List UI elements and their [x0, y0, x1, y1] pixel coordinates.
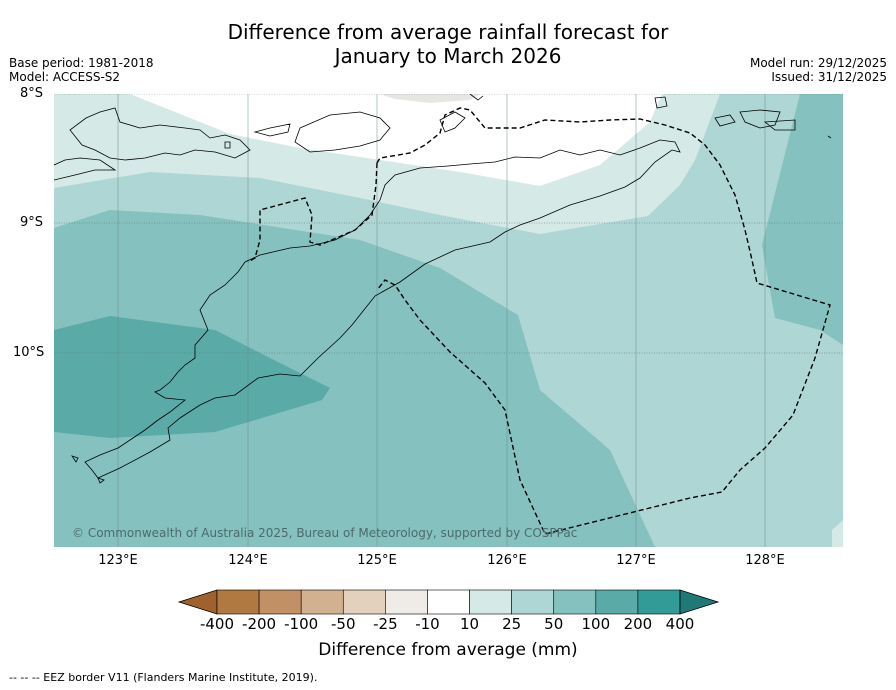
- colorbar-tick-label: -200: [242, 615, 277, 633]
- colorbar-swatch: [511, 589, 555, 615]
- colorbar-swatch: [427, 589, 470, 615]
- lat-label-10s: 10°S: [13, 345, 45, 360]
- lon-label-126e: 126°E: [487, 553, 527, 568]
- region-near-normal: [130, 94, 662, 186]
- title-line-1: Difference from average rainfall forecas…: [227, 20, 669, 44]
- colorbar-extend-low: [177, 589, 218, 615]
- colorbar-tick-label: -400: [199, 615, 235, 633]
- lon-label-123e: 123°E: [98, 553, 138, 568]
- meta-right: Model run: 29/12/2025 Issued: 31/12/2025: [750, 56, 887, 84]
- eez-legend-note: -- -- -- EEZ border V11 (Flanders Marine…: [9, 671, 318, 684]
- colorbar-tick-label: -25: [373, 615, 398, 633]
- colorbar: [177, 589, 720, 615]
- copyright-notice: © Commonwealth of Australia 2025, Bureau…: [72, 526, 578, 540]
- colorbar-extend-high: [679, 589, 720, 615]
- colorbar-tick-label: -50: [331, 615, 356, 633]
- lon-label-128e: 128°E: [745, 553, 785, 568]
- region-minus-10: [380, 94, 480, 103]
- issued-date: Issued: 31/12/2025: [771, 70, 887, 84]
- colorbar-tick-label: 50: [544, 615, 564, 633]
- colorbar-title: Difference from average (mm): [318, 640, 578, 660]
- colorbar-tick-label: 10: [459, 615, 480, 633]
- colorbar-tick-label: -10: [415, 615, 440, 633]
- meta-left: Base period: 1981-2018 Model: ACCESS-S2: [9, 56, 154, 84]
- chart-title: Difference from average rainfall forecas…: [0, 20, 896, 68]
- colorbar-tick-label: 200: [623, 615, 653, 633]
- region-100-200: [54, 316, 330, 438]
- lon-label-124e: 124°E: [228, 553, 268, 568]
- colorbar-swatch: [385, 589, 428, 615]
- model-name: Model: ACCESS-S2: [9, 70, 121, 84]
- colorbar-tick-label: 400: [665, 615, 695, 633]
- region-50-100-east: [762, 94, 843, 345]
- colorbar-tick-label: 100: [581, 615, 611, 633]
- lat-label-9s: 9°S: [20, 215, 44, 230]
- colorbar-swatch: [553, 589, 597, 615]
- title-line-2: January to March 2026: [334, 44, 562, 68]
- colorbar-swatch: [216, 589, 260, 615]
- region-corner: [832, 520, 843, 547]
- colorbar-swatch: [342, 589, 386, 615]
- colorbar-tick-label: 25: [502, 615, 522, 633]
- colorbar-swatch: [637, 589, 681, 615]
- lat-label-8s: 8°S: [20, 86, 44, 101]
- rainfall-field: [54, 94, 843, 547]
- colorbar-swatch: [300, 589, 344, 615]
- colorbar-swatch: [595, 589, 639, 615]
- lon-label-125e: 125°E: [357, 553, 397, 568]
- model-run: Model run: 29/12/2025: [749, 56, 887, 70]
- colorbar-swatch: [469, 589, 512, 615]
- lon-label-127e: 127°E: [616, 553, 656, 568]
- eez-border: [247, 107, 831, 535]
- colorbar-swatch: [258, 589, 302, 615]
- coastline: [54, 94, 832, 484]
- base-period: Base period: 1981-2018: [9, 56, 154, 70]
- colorbar-tick-label: -100: [284, 615, 319, 633]
- grid: [54, 94, 843, 547]
